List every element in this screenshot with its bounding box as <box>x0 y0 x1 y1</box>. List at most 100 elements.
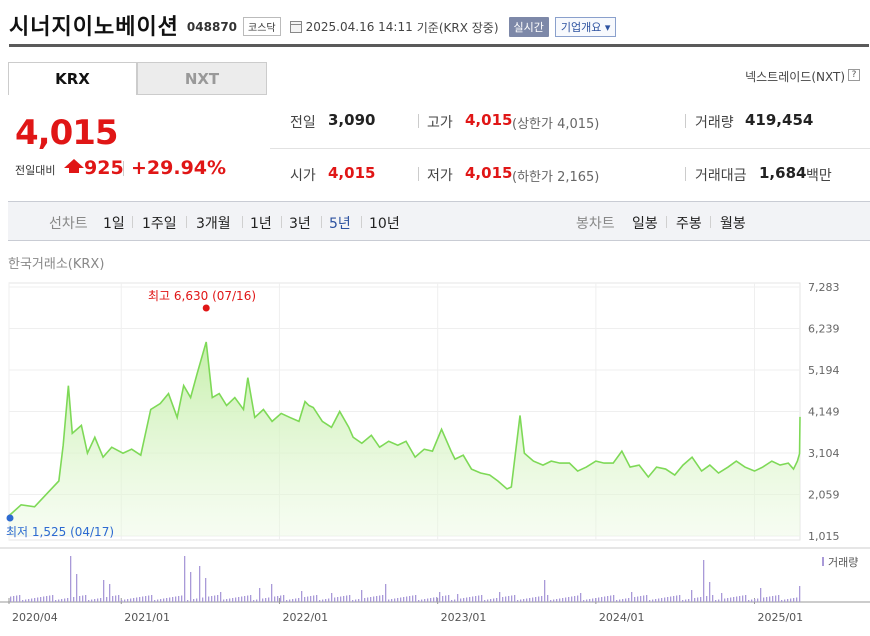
volume-bar <box>391 599 393 602</box>
volume-bar <box>100 598 102 602</box>
volume-bar <box>424 599 426 602</box>
volume-bar <box>715 600 717 602</box>
volume-bar <box>436 597 438 602</box>
period-1d[interactable]: 1일 <box>103 216 125 232</box>
volume-bar <box>739 596 741 602</box>
realtime-badge[interactable]: 실시간 <box>508 16 549 37</box>
volume-bar <box>139 597 141 602</box>
volume-bar <box>208 596 210 602</box>
volume-bar <box>106 597 108 602</box>
tab-nxt[interactable]: NXT <box>137 62 267 95</box>
volume-bar <box>82 595 84 602</box>
price-chart[interactable]: 7,283 6,239 5,194 4,149 3,104 2,059 1,015 2020/… <box>0 270 870 636</box>
volume-bar <box>229 598 231 602</box>
volume-bar <box>790 598 792 602</box>
period-5y[interactable]: 5년 <box>329 216 351 232</box>
period-bar: 선차트 1일 1주일 3개월 1년 3년 5년 10년 봉차트 일봉 주봉 월봉 <box>8 201 870 241</box>
volume-bar <box>574 596 576 602</box>
volume-bar <box>745 595 747 602</box>
volume-bar <box>694 598 696 602</box>
volume-bar <box>490 599 492 602</box>
volume-bar <box>733 597 735 602</box>
volume-bar <box>250 595 252 602</box>
volume-bar <box>475 596 477 602</box>
tab-krx[interactable]: KRX <box>8 62 137 95</box>
volume-bar <box>322 599 324 602</box>
nextrade-link[interactable]: 넥스트레이드(NXT) <box>745 70 845 84</box>
volume-bar <box>73 597 75 602</box>
volume-bar <box>685 599 687 602</box>
price-line <box>8 341 801 517</box>
volume-bar <box>310 596 312 602</box>
period-separator <box>242 216 243 228</box>
help-icon[interactable]: ? <box>848 69 860 81</box>
volume-bar <box>640 596 642 602</box>
volume-bar <box>568 597 570 602</box>
period-separator <box>361 216 362 228</box>
period-10y[interactable]: 10년 <box>369 216 400 232</box>
stats-separator <box>685 167 686 181</box>
volume-bar <box>706 596 708 602</box>
volume-bar <box>697 597 699 602</box>
volume-bar <box>340 596 342 602</box>
volume-bar <box>58 599 60 602</box>
volume-bar <box>553 599 555 602</box>
candle-monthly[interactable]: 월봉 <box>720 216 746 232</box>
y-tick-label: 6,239 <box>808 322 840 335</box>
volume-bar <box>643 595 645 602</box>
volume-bar <box>439 592 441 602</box>
volume-bar <box>133 598 135 602</box>
volume-bar <box>220 592 222 602</box>
volume-bar <box>445 595 447 602</box>
volume-bar <box>547 595 549 602</box>
volume-bar <box>784 599 786 602</box>
volume-bar <box>712 595 714 602</box>
prev-close-label: 전일 <box>290 115 316 131</box>
volume-bar <box>514 595 516 602</box>
volume-bar <box>721 593 723 602</box>
volume-bar <box>754 599 756 602</box>
period-1y[interactable]: 1년 <box>250 216 272 232</box>
period-3m[interactable]: 3개월 <box>196 216 231 232</box>
volume-bar <box>421 599 423 602</box>
volume-bar <box>28 599 30 602</box>
candle-daily[interactable]: 일봉 <box>632 216 658 232</box>
volume-bar <box>775 595 777 602</box>
period-1w[interactable]: 1주일 <box>142 216 177 232</box>
volume-bar <box>469 597 471 602</box>
company-info-button[interactable]: 기업개요 ▾ <box>554 16 617 37</box>
volume-bar <box>76 574 78 602</box>
volume-bar <box>730 597 732 602</box>
volume-bar <box>637 596 639 602</box>
volume-bar <box>328 598 330 602</box>
volume-bar <box>487 599 489 602</box>
volume-bar <box>787 599 789 602</box>
volume-bar <box>478 595 480 602</box>
volume-bar <box>70 556 72 602</box>
volume-bar <box>496 598 498 602</box>
volume-bar <box>259 588 261 602</box>
stats-separator <box>685 114 686 128</box>
period-3y[interactable]: 3년 <box>289 216 311 232</box>
volume-bar <box>10 596 12 602</box>
volume-bar <box>316 595 318 602</box>
candle-weekly[interactable]: 주봉 <box>676 216 702 232</box>
volume-bar <box>202 597 204 602</box>
volume-bar <box>292 599 294 602</box>
volume-bar <box>499 592 501 602</box>
volume-bar <box>151 595 153 602</box>
open-label: 시가 <box>290 168 316 184</box>
volume-bar <box>622 599 624 602</box>
volume-bar <box>628 598 630 602</box>
volume-bar <box>598 597 600 602</box>
volume-bar <box>181 595 183 602</box>
volume-bar <box>274 596 276 602</box>
volume-bar <box>334 597 336 602</box>
line-chart-label: 선차트 <box>49 216 88 232</box>
volume-bar <box>205 578 207 602</box>
volume-bar <box>217 595 219 602</box>
volume-bar <box>394 598 396 602</box>
volume-bar <box>184 556 186 602</box>
volume-bar <box>763 597 765 602</box>
volume-bar <box>268 597 270 602</box>
